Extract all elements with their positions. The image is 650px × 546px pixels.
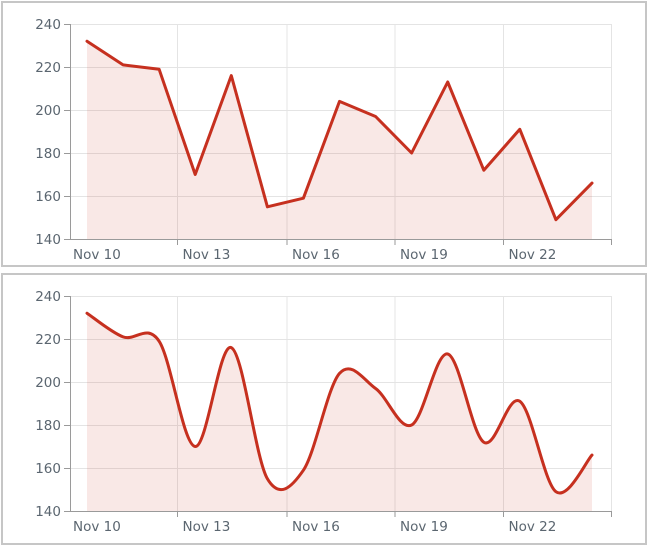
series-line (85, 311, 594, 495)
spline-area-chart[interactable]: 240 220 200 180 160 140 Nov 10 Nov 13 Nov 16 Nov … (3, 275, 645, 543)
x-tick-label: Nov 16 (292, 247, 340, 263)
y-tick-label: 240 (35, 17, 61, 33)
y-tick-label: 160 (35, 461, 61, 477)
y-tick-label: 220 (35, 60, 61, 76)
x-tick-label: Nov 13 (183, 247, 231, 263)
x-tick-label: Nov 13 (183, 519, 231, 535)
y-tick-label: 180 (35, 418, 61, 434)
x-tick-label: Nov 22 (509, 247, 557, 263)
linear-chart-panel: 240 220 200 180 160 140 Nov 10 Nov 13 Nov 16 Nov … (1, 1, 647, 267)
x-tick-label: Nov 22 (509, 519, 557, 535)
series-area-fill (87, 41, 592, 240)
y-tick-label: 140 (35, 232, 61, 248)
y-tick-label: 200 (35, 375, 61, 391)
spline-chart-panel: 240 220 200 180 160 140 Nov 10 Nov 13 Nov 16 Nov … (1, 273, 647, 545)
y-tick-label: 240 (35, 289, 61, 305)
x-tick-label: Nov 19 (400, 519, 448, 535)
y-tick-label: 200 (35, 103, 61, 119)
x-tick-label: Nov 10 (73, 519, 121, 535)
x-tick-label: Nov 19 (400, 247, 448, 263)
series-line (85, 39, 594, 222)
y-tick-label: 160 (35, 189, 61, 205)
linear-area-chart[interactable]: 240 220 200 180 160 140 Nov 10 Nov 13 Nov 16 Nov … (3, 3, 645, 265)
series-area-fill (87, 313, 592, 511)
y-tick-label: 140 (35, 504, 61, 520)
y-tick-label: 180 (35, 146, 61, 162)
y-tick-label: 220 (35, 332, 61, 348)
x-tick-label: Nov 16 (292, 519, 340, 535)
x-tick-label: Nov 10 (73, 247, 121, 263)
